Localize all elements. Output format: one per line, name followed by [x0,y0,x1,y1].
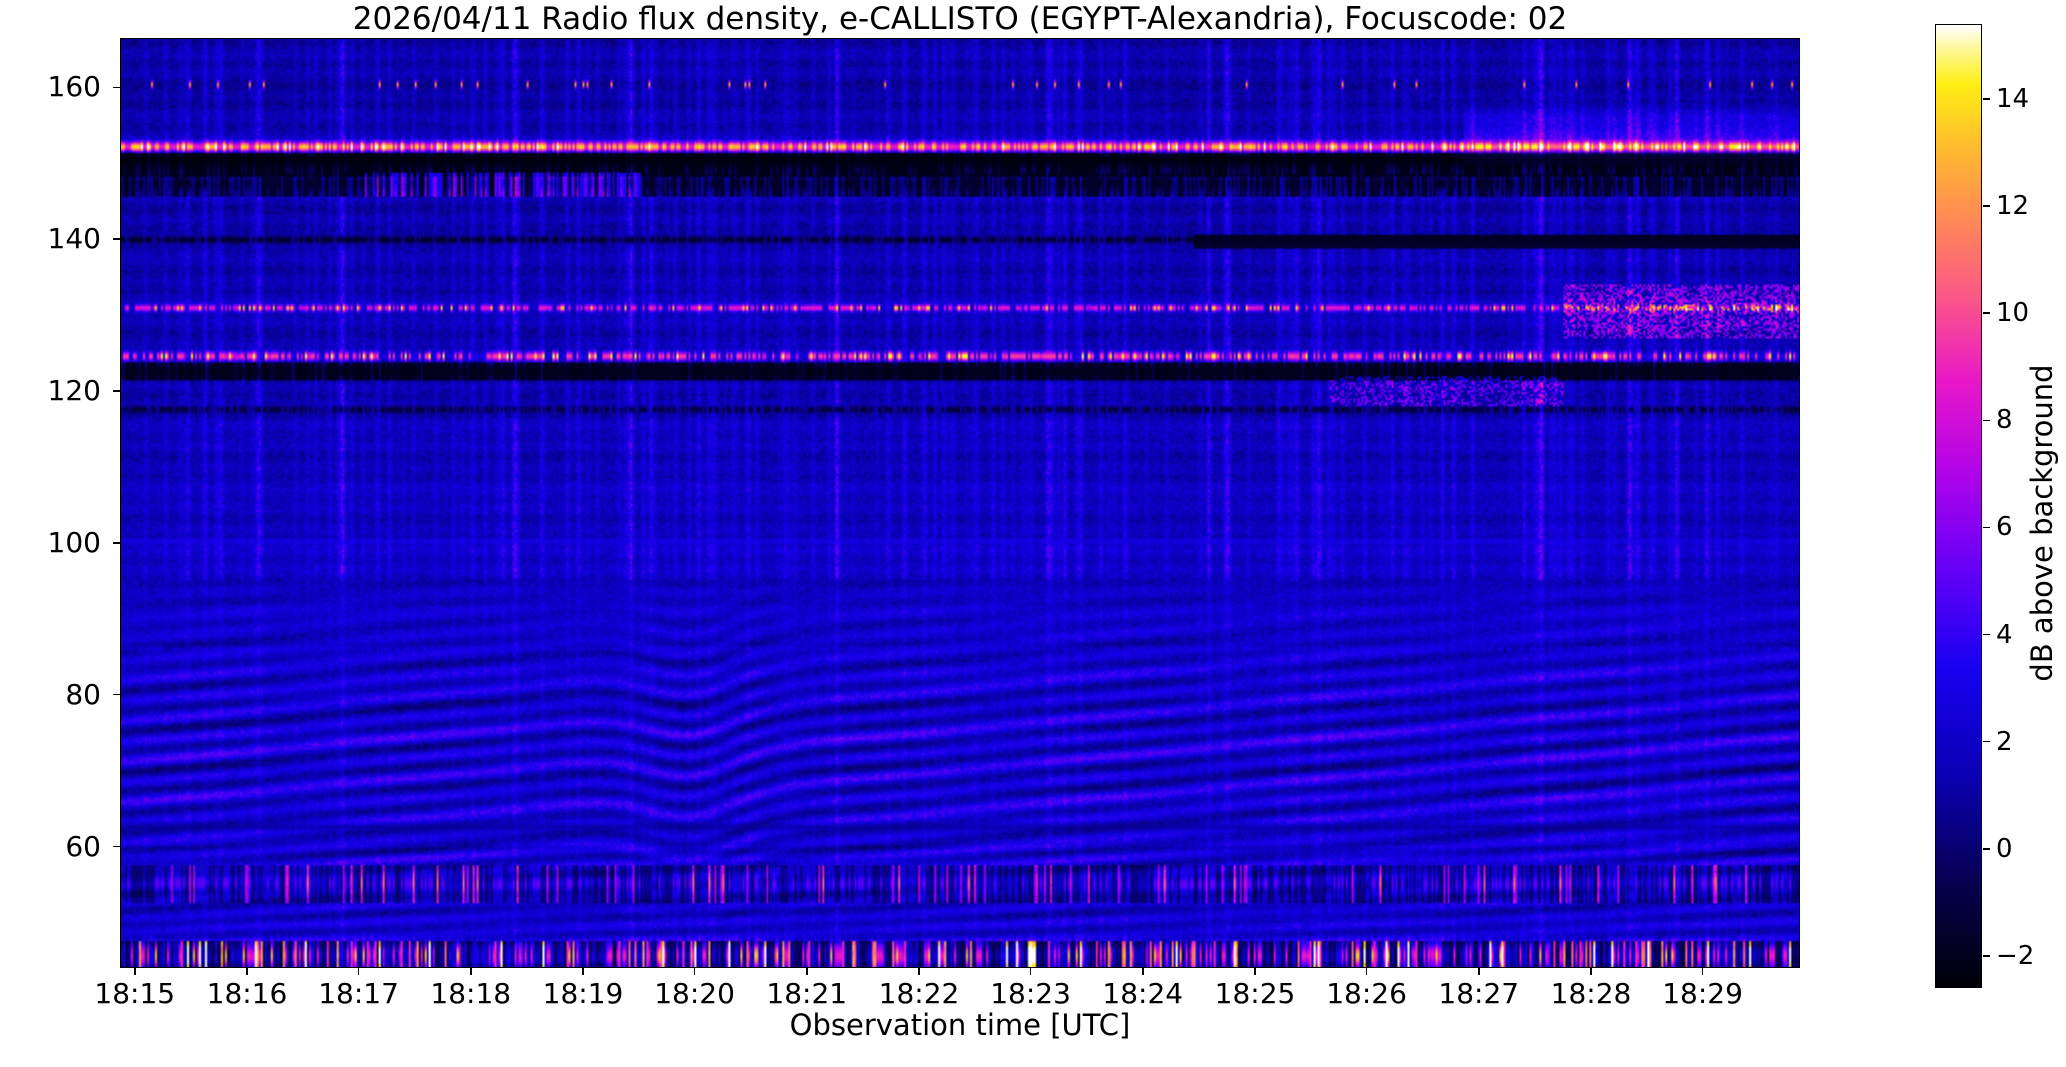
colorbar-tick-label: 4 [1996,619,2013,650]
y-tick-label: 160 [47,70,101,104]
x-tick-label: 18:27 [1438,977,1520,1010]
x-tick-mark [1477,968,1480,975]
x-tick-label: 18:28 [1550,977,1632,1010]
x-tick-label: 18:15 [94,977,176,1010]
colorbar-tick-label: 6 [1996,512,2013,543]
x-axis-label: Observation time [UTC] [789,1008,1131,1042]
y-tick-mark [113,845,120,848]
x-tick-mark [1141,968,1144,975]
x-tick-mark [582,968,584,975]
colorbar-tick-mark [1983,205,1990,207]
x-tick-mark [1701,968,1704,975]
x-tick-mark [693,968,696,975]
y-tick-label: 140 [47,222,101,256]
colorbar-tick-label: 2 [1996,726,2013,757]
x-tick-label: 18:26 [1326,977,1407,1010]
x-tick-label: 18:20 [654,977,735,1010]
x-tick-label: 18:24 [1102,977,1184,1010]
colorbar-tick-mark [1983,847,1990,850]
spectrogram-plot-area [120,38,1800,968]
colorbar-tick-label: −2 [1996,940,2035,971]
colorbar-tick-mark [1983,740,1990,743]
x-tick-mark [246,968,248,975]
x-tick-label: 18:17 [318,977,399,1010]
colorbar-tick-label: 12 [1996,191,2030,222]
colorbar-tick-label: 14 [1996,83,2030,114]
page-title: 2026/04/11 Radio flux density, e-CALLIST… [352,1,1568,37]
x-tick-mark [469,968,472,975]
y-tick-mark [113,390,120,392]
x-tick-label: 18:23 [990,977,1071,1010]
x-tick-mark [133,968,136,975]
y-tick-mark [113,542,120,544]
x-tick-mark [1254,968,1256,975]
colorbar-tick-mark [1983,312,1990,314]
y-tick-mark [113,86,120,89]
colorbar-tick-mark [1983,419,1990,422]
y-tick-label: 120 [47,374,101,408]
colorbar-label: dB above background [2025,364,2059,682]
x-tick-label: 18:16 [206,977,288,1010]
colorbar-tick-mark [1983,955,1990,957]
x-tick-mark [918,968,920,975]
y-tick-label: 100 [47,525,101,559]
colorbar-tick-mark [1983,633,1990,636]
colorbar-tick-label: 0 [1996,833,2013,864]
y-tick-label: 80 [65,677,101,711]
spectrogram-image [121,39,1799,967]
x-tick-label: 18:18 [430,977,512,1010]
x-tick-mark [1029,968,1032,975]
y-tick-mark [113,693,120,696]
x-tick-label: 18:22 [878,977,960,1010]
x-tick-label: 18:29 [1662,977,1743,1010]
x-tick-label: 18:19 [542,977,624,1010]
x-tick-mark [805,968,808,975]
x-tick-label: 18:21 [766,977,848,1010]
x-tick-mark [357,968,360,975]
colorbar-gradient [1936,25,1981,987]
y-tick-label: 60 [65,829,101,863]
x-tick-label: 18:25 [1214,977,1296,1010]
colorbar-tick-mark [1983,98,1990,100]
colorbar [1935,24,1982,988]
x-tick-mark [1590,968,1592,975]
colorbar-tick-label: 8 [1996,405,2013,436]
colorbar-tick-label: 10 [1996,298,2030,329]
x-tick-mark [1365,968,1368,975]
colorbar-tick-mark [1983,526,1990,529]
y-tick-mark [113,238,120,240]
